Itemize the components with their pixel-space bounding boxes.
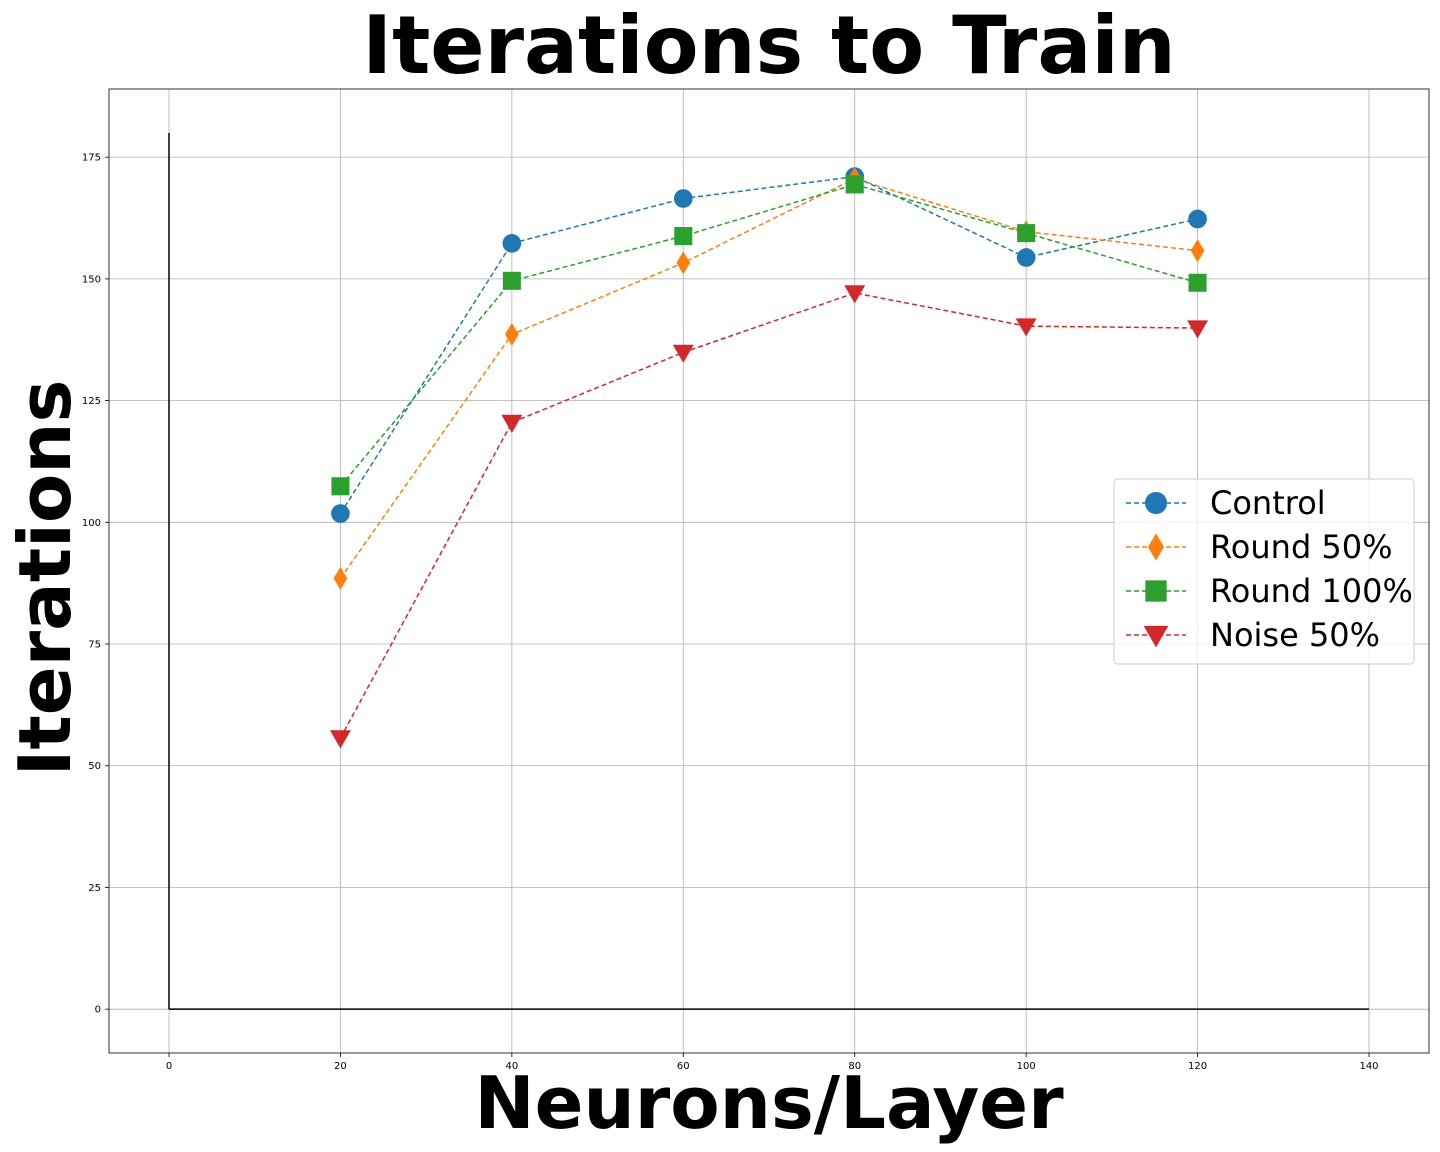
data-point-round-100	[1188, 273, 1207, 292]
legend-marker-round-100	[1145, 580, 1167, 602]
data-point-control	[1188, 209, 1207, 229]
data-point-noise-50	[844, 285, 866, 304]
series-line-round-50	[339, 177, 1198, 579]
y-tick-label: 50	[88, 761, 101, 772]
x-tick-label: 40	[505, 1061, 518, 1072]
data-point-round-100	[674, 227, 693, 246]
data-point-round-100	[845, 175, 864, 194]
x-tick-label: 140	[1359, 1061, 1378, 1072]
y-tick-label: 75	[88, 640, 101, 651]
x-tick-label: 80	[848, 1061, 861, 1072]
y-tick-label: 100	[82, 518, 101, 529]
series-line-control	[339, 175, 1198, 514]
data-point-noise-50	[672, 344, 694, 363]
y-tick-label: 25	[88, 883, 101, 894]
axes-frame	[108, 88, 1430, 1054]
data-point-round-100	[1017, 224, 1036, 243]
legend-label-noise-50: Noise 50%	[1210, 616, 1380, 654]
chart-title: Iterations to Train	[362, 0, 1175, 92]
data-point-noise-50	[1015, 318, 1037, 337]
legend-label-round-100: Round 100%	[1210, 572, 1413, 610]
y-tick-label: 0	[95, 1005, 101, 1016]
data-point-round-50	[505, 322, 519, 346]
legend-marker-control	[1144, 491, 1168, 515]
y-tick-label: 175	[82, 153, 101, 164]
data-point-control	[673, 189, 693, 208]
legend-label-control: Control	[1210, 484, 1326, 522]
legend-marker-noise-50	[1143, 625, 1169, 648]
x-tick-label: 120	[1188, 1061, 1207, 1072]
x-tick-label: 20	[334, 1061, 347, 1072]
y-tick-label: 125	[82, 396, 101, 407]
plot-area: 0 20 40 60 80 100 120 140 0 25 50 75 100 125 150 175	[82, 88, 1430, 1072]
data-point-round-50	[333, 566, 348, 590]
data-point-round-100	[331, 477, 350, 496]
x-tick-label: 0	[166, 1061, 172, 1072]
data-point-control	[1016, 248, 1036, 267]
legend-frame	[1113, 478, 1415, 665]
x-axis-label: Neurons/Layer	[474, 1061, 1064, 1145]
legend-label-round-50: Round 50%	[1210, 528, 1393, 566]
x-tick-label: 60	[677, 1061, 690, 1072]
series-line-noise-50	[339, 292, 1198, 739]
x-tick-label: 100	[1017, 1061, 1036, 1072]
series-line-round-100	[339, 183, 1198, 487]
data-point-round-100	[502, 271, 521, 290]
data-point-noise-50	[501, 414, 523, 433]
y-tick-label: 150	[82, 274, 101, 285]
y-axis-label: Iterations	[3, 380, 87, 777]
legend-marker-round-50	[1147, 533, 1165, 561]
data-point-control	[331, 504, 350, 523]
data-point-round-50	[1190, 239, 1205, 263]
legend: Control Round 50% Round 100% Noise 50%	[1113, 478, 1415, 665]
data-point-control	[502, 233, 522, 253]
data-point-noise-50	[1187, 320, 1209, 339]
data-point-round-50	[676, 251, 691, 275]
data-point-noise-50	[329, 730, 351, 749]
